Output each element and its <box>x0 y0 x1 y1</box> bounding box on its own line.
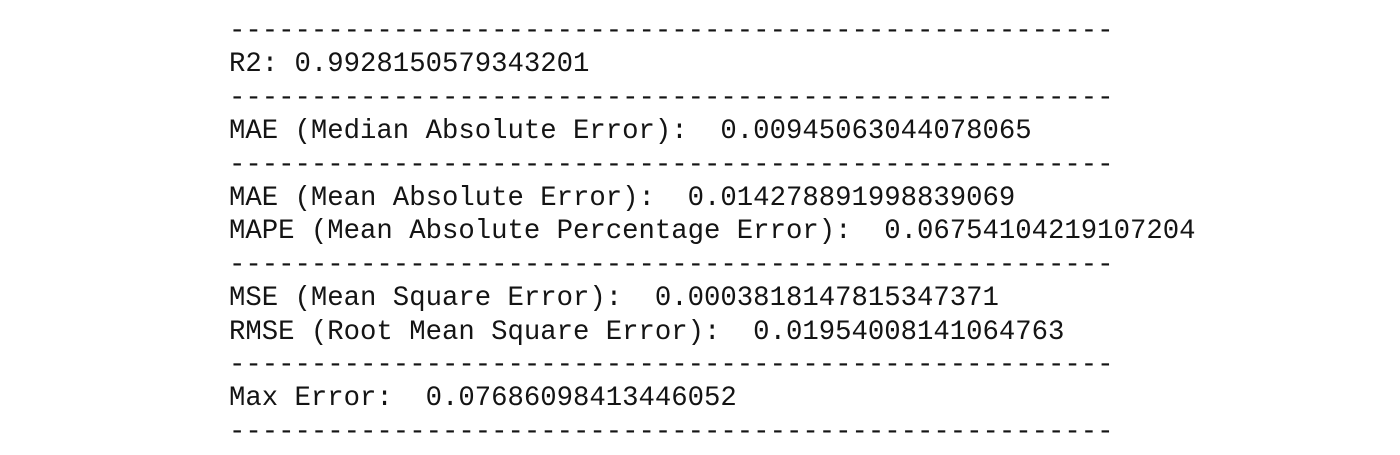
separator-line: ----------------------------------------… <box>229 16 1114 47</box>
metric-line: Max Error: 0.07686098413446052 <box>229 383 737 415</box>
separator-line: ----------------------------------------… <box>229 416 1114 448</box>
metric-line: R2: 0.9928150579343201 <box>229 49 590 81</box>
separator-line: ----------------------------------------… <box>229 350 1114 381</box>
metric-line: MSE (Mean Square Error): 0.0003818147815… <box>229 283 999 315</box>
separator-line: ----------------------------------------… <box>229 149 1114 181</box>
separator-line: ----------------------------------------… <box>229 249 1114 281</box>
metric-line: MAE (Median Absolute Error): 0.009450630… <box>229 116 1032 148</box>
metric-line: MAE (Mean Absolute Error): 0.01427889199… <box>229 183 1016 214</box>
separator-line: ----------------------------------------… <box>229 82 1114 114</box>
metric-line: RMSE (Root Mean Square Error): 0.0195400… <box>229 316 1065 348</box>
metric-line: MAPE (Mean Absolute Percentage Error): 0… <box>229 216 1196 248</box>
